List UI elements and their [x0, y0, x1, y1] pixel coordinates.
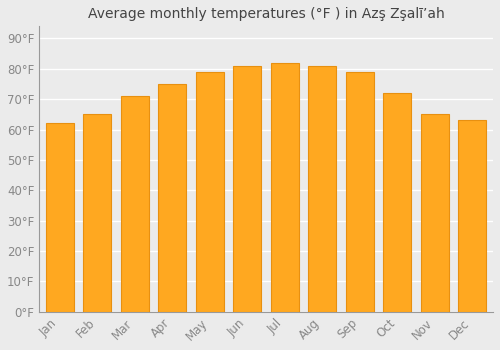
Bar: [308, 66, 336, 312]
Bar: [346, 72, 374, 312]
Bar: [421, 114, 449, 312]
Bar: [271, 63, 299, 312]
Title: Average monthly temperatures (°F ) in Azş Zşalīʼah: Average monthly temperatures (°F ) in Az…: [88, 7, 444, 21]
Bar: [196, 72, 224, 312]
Bar: [158, 84, 186, 312]
Bar: [458, 120, 486, 312]
Bar: [84, 114, 112, 312]
Bar: [121, 96, 149, 312]
Bar: [234, 66, 262, 312]
Bar: [384, 93, 411, 312]
Bar: [46, 124, 74, 312]
